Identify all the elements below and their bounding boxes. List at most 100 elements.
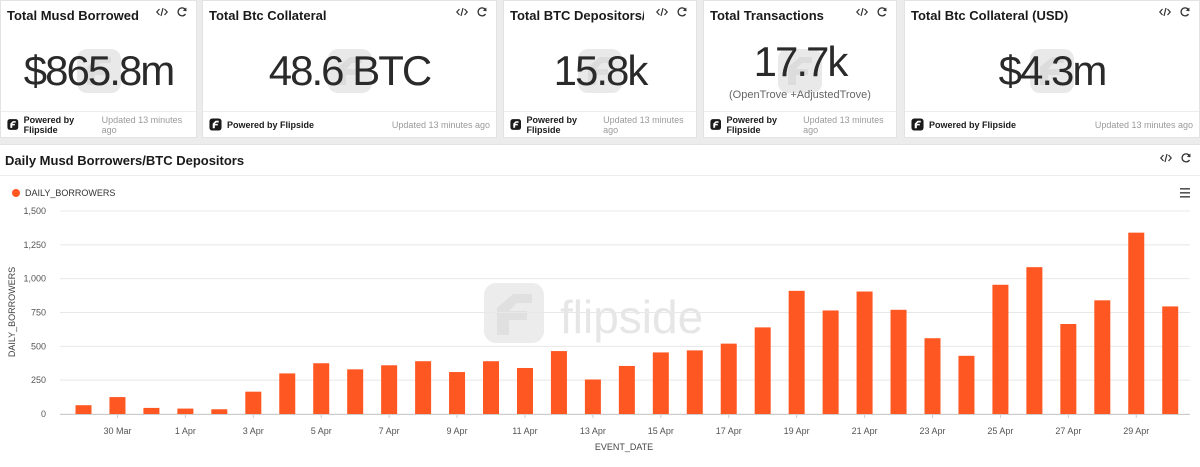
powered-by-link[interactable]: Powered by Flipside <box>710 115 803 135</box>
kpi-body: 15.8k <box>504 29 696 113</box>
flipside-watermark-icon <box>1030 49 1074 93</box>
code-icon[interactable] <box>156 6 168 18</box>
updated-timestamp: Updated 13 minutes ago <box>603 114 684 135</box>
kpi-title: Total BTC Depositors/ ... <box>510 8 644 23</box>
bar <box>584 379 601 414</box>
menu-line <box>1180 188 1190 190</box>
refresh-icon[interactable] <box>1179 6 1191 18</box>
kpi-value: 15.8k <box>553 47 649 94</box>
x-tick-label: 29 Apr <box>1123 426 1149 436</box>
y-tick-label: 1,250 <box>23 240 46 250</box>
bar <box>788 290 805 414</box>
powered-by-label: Powered by Flipside <box>23 114 75 135</box>
y-tick-label: 0 <box>41 409 46 419</box>
bar <box>890 309 907 414</box>
card-footer: Powered by Flipside Updated 13 minutes ag… <box>905 111 1199 137</box>
hamburger-menu-icon[interactable] <box>1180 188 1190 198</box>
menu-line <box>1180 192 1190 194</box>
kpi-body: 48.6 BTC <box>203 29 496 113</box>
kpi-value: $865.8m <box>23 47 175 94</box>
bar <box>1162 306 1179 414</box>
code-icon[interactable] <box>856 6 868 18</box>
bar <box>1128 232 1145 414</box>
bar <box>109 397 126 414</box>
flipside-watermark-icon <box>76 49 121 93</box>
kpi-body: 17.7k (OpenTrove +AdjustedTrove) <box>704 29 896 113</box>
x-tick-label: 7 Apr <box>379 426 400 436</box>
powered-by-label: Powered by Flipside <box>526 114 577 135</box>
refresh-icon[interactable] <box>676 6 688 18</box>
kpi-value: 17.7k <box>753 38 849 85</box>
bar <box>75 405 92 414</box>
code-icon[interactable] <box>1160 152 1172 164</box>
flipside-logo-icon <box>7 119 19 130</box>
card-footer: Powered by Flipside Updated 13 minutes ag… <box>203 111 496 137</box>
flipside-watermark-icon <box>778 49 822 93</box>
x-tick-label: 21 Apr <box>852 426 878 436</box>
bar <box>483 361 500 414</box>
x-tick-label: 11 Apr <box>512 426 537 436</box>
y-tick-label: 1,500 <box>23 206 46 216</box>
card-footer: Powered by Flipside Updated 13 minutes ag… <box>1 111 196 137</box>
bar <box>279 373 296 414</box>
kpi-body: $4.3m <box>905 29 1199 113</box>
x-tick-label: 9 Apr <box>447 426 468 436</box>
bar <box>958 355 975 414</box>
bar-chart: flipside 0 250 500 750 1,000 1,250 1,500 30 Mar 1… <box>7 188 1190 452</box>
bar <box>415 361 432 414</box>
powered-by-label: Powered by Flipside <box>227 119 315 130</box>
kpi-title: Total Musd Borrowed <box>7 8 139 23</box>
updated-timestamp: Updated 13 minutes ago <box>101 114 183 135</box>
refresh-icon[interactable] <box>176 6 188 18</box>
updated-timestamp: Updated 13 minutes ago <box>391 119 490 130</box>
refresh-icon[interactable] <box>876 6 888 18</box>
bar <box>822 310 839 414</box>
menu-line <box>1180 196 1190 198</box>
card-actions <box>456 6 488 18</box>
updated-timestamp: Updated 13 minutes ago <box>803 114 884 135</box>
flipside-watermark-icon <box>327 49 372 93</box>
flipside-watermark-text: flipside <box>560 291 703 343</box>
chart-title: Daily Musd Borrowers/BTC Depositors <box>5 153 245 168</box>
kpi-title: Total Transactions <box>710 8 824 23</box>
flipside-logo-icon <box>209 118 222 131</box>
x-tick-label: 3 Apr <box>243 426 264 436</box>
x-tick-label: 1 Apr <box>175 426 196 436</box>
bar <box>245 391 262 414</box>
flipside-watermark-icon <box>578 49 622 93</box>
bar <box>313 363 330 414</box>
kpi-body: $865.8m <box>1 29 196 113</box>
x-tick-label: 17 Apr <box>716 426 742 436</box>
bar <box>550 351 567 414</box>
bar <box>449 372 466 414</box>
chart-panel: Daily Musd Borrowers/BTC Depositors flip… <box>0 144 1200 467</box>
card-actions <box>656 6 688 18</box>
bar <box>754 327 771 414</box>
y-tick-label: 500 <box>31 341 46 351</box>
flipside-logo-icon <box>510 119 522 130</box>
powered-by-link[interactable]: Powered by Flipside <box>209 118 314 131</box>
card-actions <box>156 6 188 18</box>
powered-by-link[interactable]: Powered by Flipside <box>911 118 1016 131</box>
powered-by-link[interactable]: Powered by Flipside <box>510 115 603 135</box>
code-icon[interactable] <box>1159 6 1171 18</box>
bar <box>686 350 703 414</box>
refresh-icon[interactable] <box>476 6 488 18</box>
bar <box>856 291 873 414</box>
x-tick-label: 15 Apr <box>648 426 674 436</box>
kpi-card: Total Btc Collateral (USD) $4.3m Powered b… <box>904 0 1200 138</box>
powered-by-link[interactable]: Powered by Flipside <box>7 115 102 135</box>
bar <box>381 365 398 414</box>
bar <box>143 407 160 414</box>
kpi-value: $4.3m <box>998 47 1108 94</box>
bar <box>992 284 1009 414</box>
code-icon[interactable] <box>456 6 468 18</box>
chart-divider <box>0 175 1200 176</box>
flipside-logo-icon <box>710 119 722 130</box>
refresh-icon[interactable] <box>1180 152 1192 164</box>
card-footer: Powered by Flipside Updated 13 minutes ag… <box>504 111 696 137</box>
kpi-value: 48.6 BTC <box>268 47 432 94</box>
code-icon[interactable] <box>656 6 668 18</box>
bar <box>211 409 228 414</box>
x-tick-label: 27 Apr <box>1055 426 1081 436</box>
